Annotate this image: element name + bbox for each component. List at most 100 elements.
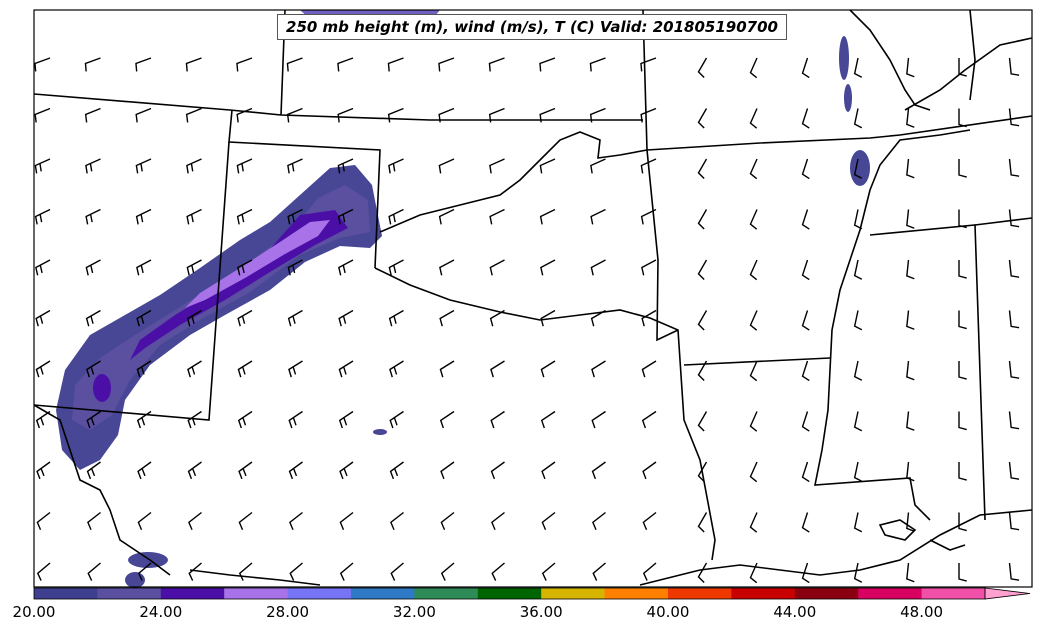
wind-barb	[853, 209, 863, 230]
wind-barb	[390, 511, 404, 530]
wind-barb	[958, 310, 967, 330]
wind-barb	[85, 309, 101, 327]
wind-barb	[34, 208, 51, 225]
wind-barb	[286, 57, 303, 72]
wind-barb	[84, 107, 101, 123]
wind-barb	[488, 57, 505, 72]
nm-west	[33, 141, 230, 421]
wind-barb	[853, 360, 863, 381]
wind-barb	[853, 411, 863, 432]
wind-barb	[749, 461, 758, 483]
ky-border	[904, 37, 1033, 111]
wind-barb	[697, 259, 708, 281]
wind-barb	[236, 57, 253, 72]
wind-barb	[236, 158, 253, 174]
wind-barb	[801, 411, 810, 432]
wind-barb	[489, 259, 505, 276]
wind-barb	[288, 461, 303, 480]
wind-barb	[438, 158, 455, 174]
wind-barb	[287, 208, 303, 225]
al-ga-border	[974, 217, 1033, 226]
wind-barb	[388, 309, 404, 327]
colorbar-segment	[731, 588, 796, 599]
wind-barb	[337, 158, 354, 174]
colorbar-tick-label: 40.00	[646, 603, 690, 621]
wind-barb	[136, 410, 152, 429]
wind-barb	[749, 158, 758, 180]
wind-barb	[136, 259, 152, 276]
wind-barb	[541, 461, 556, 480]
wind-barb	[337, 208, 354, 225]
wind-barb	[641, 360, 657, 378]
wind-barb	[289, 511, 303, 530]
wind-barb	[1008, 411, 1020, 430]
wind-barb	[749, 209, 758, 230]
colorbar-segment	[668, 588, 732, 599]
red-river	[379, 131, 648, 233]
wind-barb	[539, 107, 556, 123]
wind-barb	[388, 158, 404, 174]
wind-barb	[438, 107, 455, 123]
wind-barb	[801, 158, 810, 180]
wind-barb	[389, 461, 404, 480]
wind-barb	[35, 259, 51, 276]
wind-barb	[906, 512, 915, 532]
wind-barb	[906, 57, 915, 78]
wind-barb	[640, 208, 657, 225]
wind-barb	[288, 360, 303, 378]
wind-barb	[136, 309, 152, 327]
wind-barb	[958, 563, 967, 582]
wind-barb	[388, 208, 404, 225]
wind-barb	[390, 562, 404, 581]
shade-patch-ms	[850, 150, 870, 186]
wind-barb	[438, 57, 455, 72]
wind-barb	[186, 309, 202, 327]
wind-barb	[489, 208, 505, 225]
wind-barb	[540, 309, 556, 327]
shade-patch-mo2	[844, 84, 852, 112]
wind-barb	[238, 562, 253, 581]
wind-barb	[237, 259, 253, 276]
wind-barb	[337, 57, 354, 72]
wind-barb	[439, 360, 455, 378]
wind-barb	[1008, 360, 1020, 379]
wind-barb	[853, 310, 863, 331]
colorbar-segment	[477, 588, 542, 599]
wind-barb	[237, 309, 253, 327]
wind-barb	[338, 309, 354, 327]
wind-barb	[1008, 461, 1020, 480]
wind-barb	[801, 57, 810, 79]
tx-panhandle-ok	[374, 267, 716, 561]
wind-barb	[1008, 209, 1020, 228]
wind-barb	[853, 562, 863, 583]
wind-barb	[490, 410, 505, 429]
wind-barb	[85, 208, 101, 225]
wind-barb	[697, 209, 708, 230]
wind-barb	[338, 410, 354, 429]
gulf-coast	[189, 509, 1033, 586]
colorbar-segment	[604, 588, 669, 599]
wind-barb	[389, 360, 404, 378]
wind-barb	[906, 360, 915, 381]
wind-barb	[540, 259, 556, 276]
colorbar-segment	[351, 588, 415, 599]
wind-barb	[641, 259, 657, 276]
colorbar-tick-label: 24.00	[139, 603, 183, 621]
wind-barb	[135, 107, 152, 123]
wind-barb	[541, 562, 556, 581]
wind-barb	[188, 511, 202, 530]
mo-ar-border	[646, 134, 901, 151]
wind-barb	[135, 158, 152, 174]
wind-barb	[439, 259, 455, 276]
colorbar-segment	[160, 588, 225, 599]
wind-barb	[439, 410, 455, 429]
wind-barb	[187, 461, 202, 480]
colorbar-segment	[921, 588, 986, 599]
wind-barb	[853, 259, 863, 280]
colorbar-tick-label: 20.00	[12, 603, 56, 621]
wind-barb	[906, 259, 915, 280]
wind-barb	[489, 309, 505, 327]
ok-ar-border	[646, 149, 679, 342]
wind-barb	[137, 511, 152, 530]
wind-barb	[697, 360, 708, 382]
